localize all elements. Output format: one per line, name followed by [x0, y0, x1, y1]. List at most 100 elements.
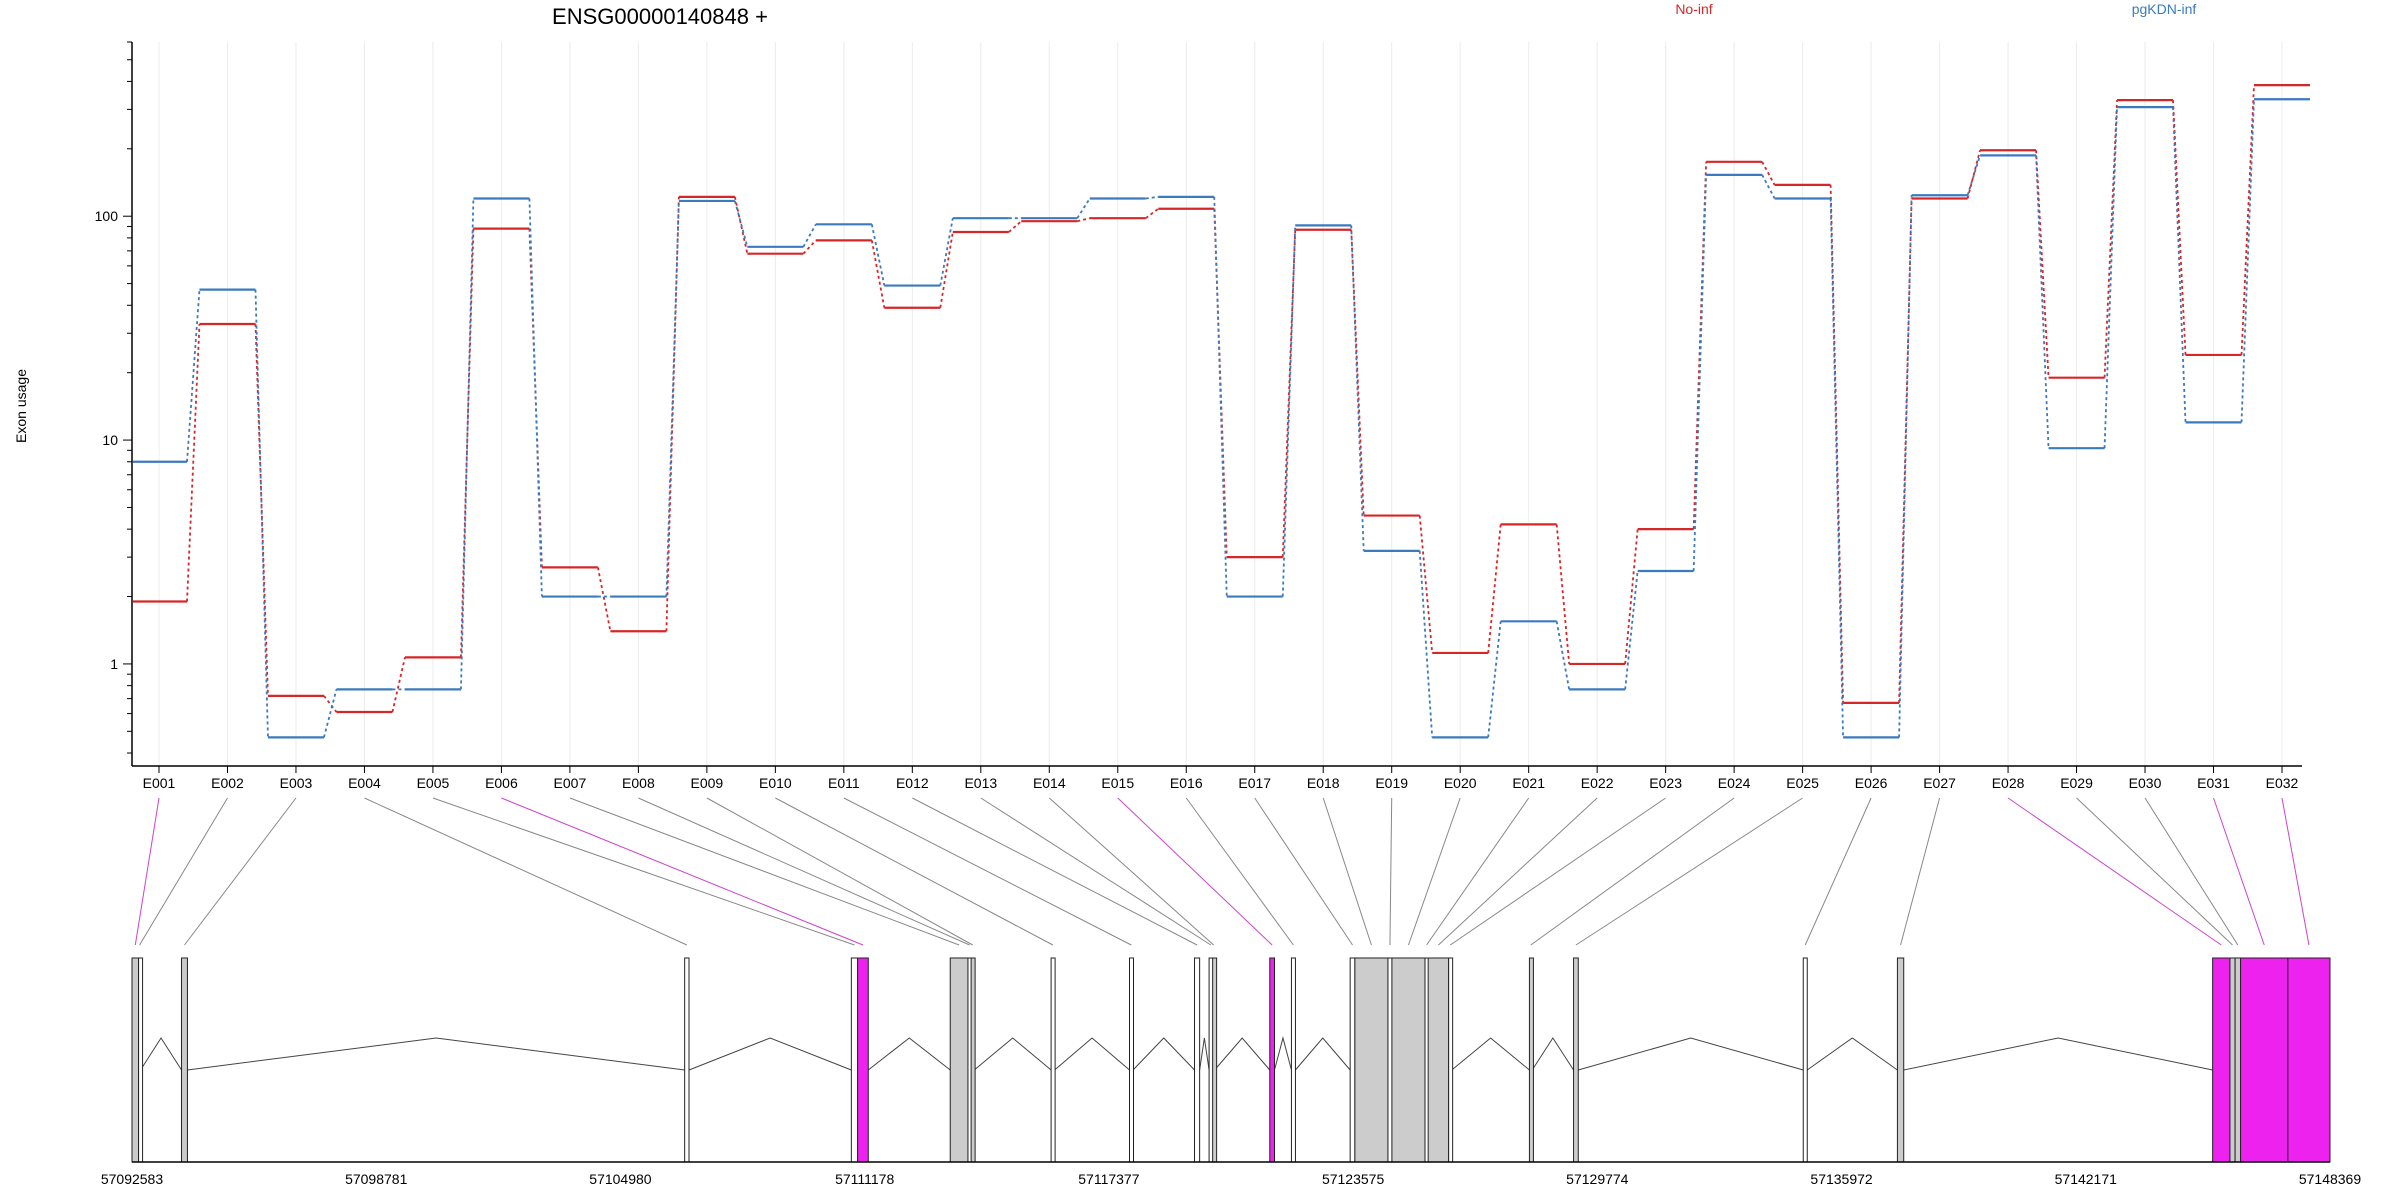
exon-connector: [706, 797, 973, 946]
series-connector: [186, 323, 201, 602]
exon-box: [2212, 957, 2231, 1163]
series-connector: [2172, 100, 2187, 355]
gene-model-layer: 57092583 57098781 57104980 57111178 57117377…: [101, 957, 2362, 1187]
coordinate-label: 57123575: [1322, 1171, 1385, 1187]
x-tick-label: E025: [1786, 775, 1819, 791]
y-tick-label: 10: [102, 432, 118, 448]
series-connector: [733, 196, 749, 254]
exon-box: [131, 957, 140, 1163]
series-connector: [734, 200, 749, 248]
x-tick-label: E003: [280, 775, 313, 791]
exon-connector: [501, 797, 864, 946]
series-connector: [323, 695, 338, 713]
series-connector: [1145, 195, 1159, 200]
exon-connector: [1389, 797, 1393, 946]
series-connector: [460, 198, 475, 690]
axes-layer: 1 10 100 E001 E002 E003 E004 E005 E006 E007 E008 E0…: [95, 41, 2302, 791]
series-connector: [1692, 174, 1708, 572]
series-connector: [1281, 225, 1297, 597]
coordinate-label: 57148369: [2299, 1171, 2362, 1187]
intron-line: [1903, 1037, 2213, 1071]
y-tick-label: 1: [110, 656, 118, 672]
exon-box: [850, 957, 859, 1163]
exon-connector: [1185, 797, 1294, 946]
exon-box: [138, 957, 144, 1163]
exon-box: [970, 957, 976, 1163]
exon-connector: [980, 797, 1212, 946]
coordinate-label: 57129774: [1566, 1171, 1629, 1187]
exon-box: [1269, 957, 1275, 1163]
exon-connector: [432, 797, 855, 946]
intron-line: [1214, 1037, 1271, 1071]
series-connector: [254, 289, 269, 738]
intron-line: [1274, 1036, 1292, 1071]
series-connector: [939, 231, 954, 308]
exon-connector: [843, 797, 1132, 946]
x-tick-label: E016: [1170, 775, 1203, 791]
series-connector: [391, 657, 406, 713]
x-tick-label: E029: [2060, 775, 2093, 791]
x-tick-label: E020: [1444, 775, 1477, 791]
series-connector: [1281, 229, 1297, 558]
x-tick-label: E015: [1101, 775, 1134, 791]
exon-box: [1212, 957, 1218, 1163]
intron-line: [1054, 1037, 1130, 1071]
x-tick-label: E009: [691, 775, 724, 791]
exon-connector: [569, 797, 960, 946]
intron-line: [973, 1037, 1052, 1071]
series-connector: [323, 689, 338, 738]
exon-box: [1290, 957, 1296, 1163]
series-connector: [1350, 229, 1365, 516]
exon-connector: [1117, 797, 1273, 946]
series-connector: [802, 223, 817, 248]
exon-box: [1573, 957, 1579, 1163]
intron-line: [1578, 1037, 1804, 1071]
x-tick-label: E014: [1033, 775, 1066, 791]
exon-connector: [1407, 797, 1461, 946]
legend-label-pgkdn-inf: pgKDN-inf: [2132, 1, 2197, 17]
series-connector: [528, 198, 543, 597]
x-tick-label: E012: [896, 775, 929, 791]
exon-box: [1354, 957, 1389, 1163]
chart-title: ENSG00000140848 +: [552, 4, 768, 29]
x-tick-label: E002: [211, 775, 244, 791]
series-no-inf: [133, 84, 2310, 714]
series-connector: [597, 567, 612, 632]
coordinate-label: 57104980: [589, 1171, 652, 1187]
y-tick-label: 100: [95, 208, 119, 224]
series-connector: [1487, 621, 1502, 738]
exon-box: [2234, 957, 2242, 1163]
exon-box: [1391, 957, 1426, 1163]
coordinate-label: 57098781: [345, 1171, 408, 1187]
exon-connector: [134, 797, 160, 946]
exon-connector: [1254, 797, 1353, 946]
exon-connector: [1575, 797, 1803, 946]
series-connector: [1418, 515, 1434, 653]
x-tick-label: E005: [417, 775, 450, 791]
x-tick-label: E007: [554, 775, 587, 791]
x-tick-label: E031: [2197, 775, 2230, 791]
series-connector: [1624, 570, 1639, 690]
intron-line: [867, 1037, 951, 1071]
series-connector: [1898, 195, 1913, 738]
exon-connector: [2213, 797, 2265, 946]
x-tick-label: E017: [1238, 775, 1271, 791]
x-tick-label: E023: [1649, 775, 1682, 791]
coordinate-label: 57117377: [1078, 1171, 1139, 1187]
exon-box: [949, 957, 969, 1163]
exon-box: [1802, 957, 1808, 1163]
series-connector: [1145, 208, 1159, 219]
x-tick-label: E011: [828, 775, 860, 791]
series-connector: [1418, 550, 1434, 738]
intron-line: [688, 1037, 852, 1071]
series-connector: [2035, 155, 2050, 449]
coordinate-label: 57135972: [1810, 1171, 1873, 1187]
exon-connector: [1900, 797, 1941, 946]
exon-connector: [2007, 797, 2222, 946]
intron-line: [1295, 1037, 1351, 1071]
exon-connector: [1048, 797, 1214, 946]
series-connector: [1555, 524, 1571, 665]
x-tick-label: E010: [759, 775, 792, 791]
exon-box: [181, 957, 188, 1163]
exon-connector: [2144, 797, 2239, 946]
